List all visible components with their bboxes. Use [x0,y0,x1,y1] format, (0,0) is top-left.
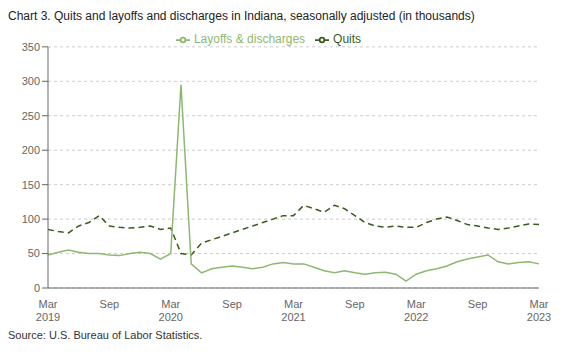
svg-text:Sep: Sep [345,298,365,310]
svg-text:Mar2023: Mar2023 [527,298,551,323]
svg-text:Sep: Sep [222,298,242,310]
svg-text:Mar2019: Mar2019 [36,298,60,323]
svg-text:Mar2020: Mar2020 [159,298,183,323]
html-text:Chart 3. Quits and layoffs and: Chart 3. Quits and layoffs and discharge… [8,9,475,23]
svg-text:Mar2021: Mar2021 [281,298,305,323]
html-text:Quits: Quits [333,32,362,46]
svg-text:Sep: Sep [100,298,120,310]
svg-text:50: 50 [28,247,40,259]
html-text:Layoffs & discharges: Layoffs & discharges [193,32,306,46]
svg-text:Sep: Sep [468,298,488,310]
html-text:Source: U.S. Bureau of Labor S: Source: U.S. Bureau of Labor Statistics. [8,329,203,341]
svg-text:Mar2022: Mar2022 [404,298,428,323]
svg-text:0: 0 [34,282,40,294]
svg-text:300: 300 [22,75,40,87]
svg-text:350: 350 [22,41,40,53]
svg-text:150: 150 [22,179,40,191]
svg-text:100: 100 [22,213,40,225]
svg-text:250: 250 [22,110,40,122]
svg-text:200: 200 [22,144,40,156]
